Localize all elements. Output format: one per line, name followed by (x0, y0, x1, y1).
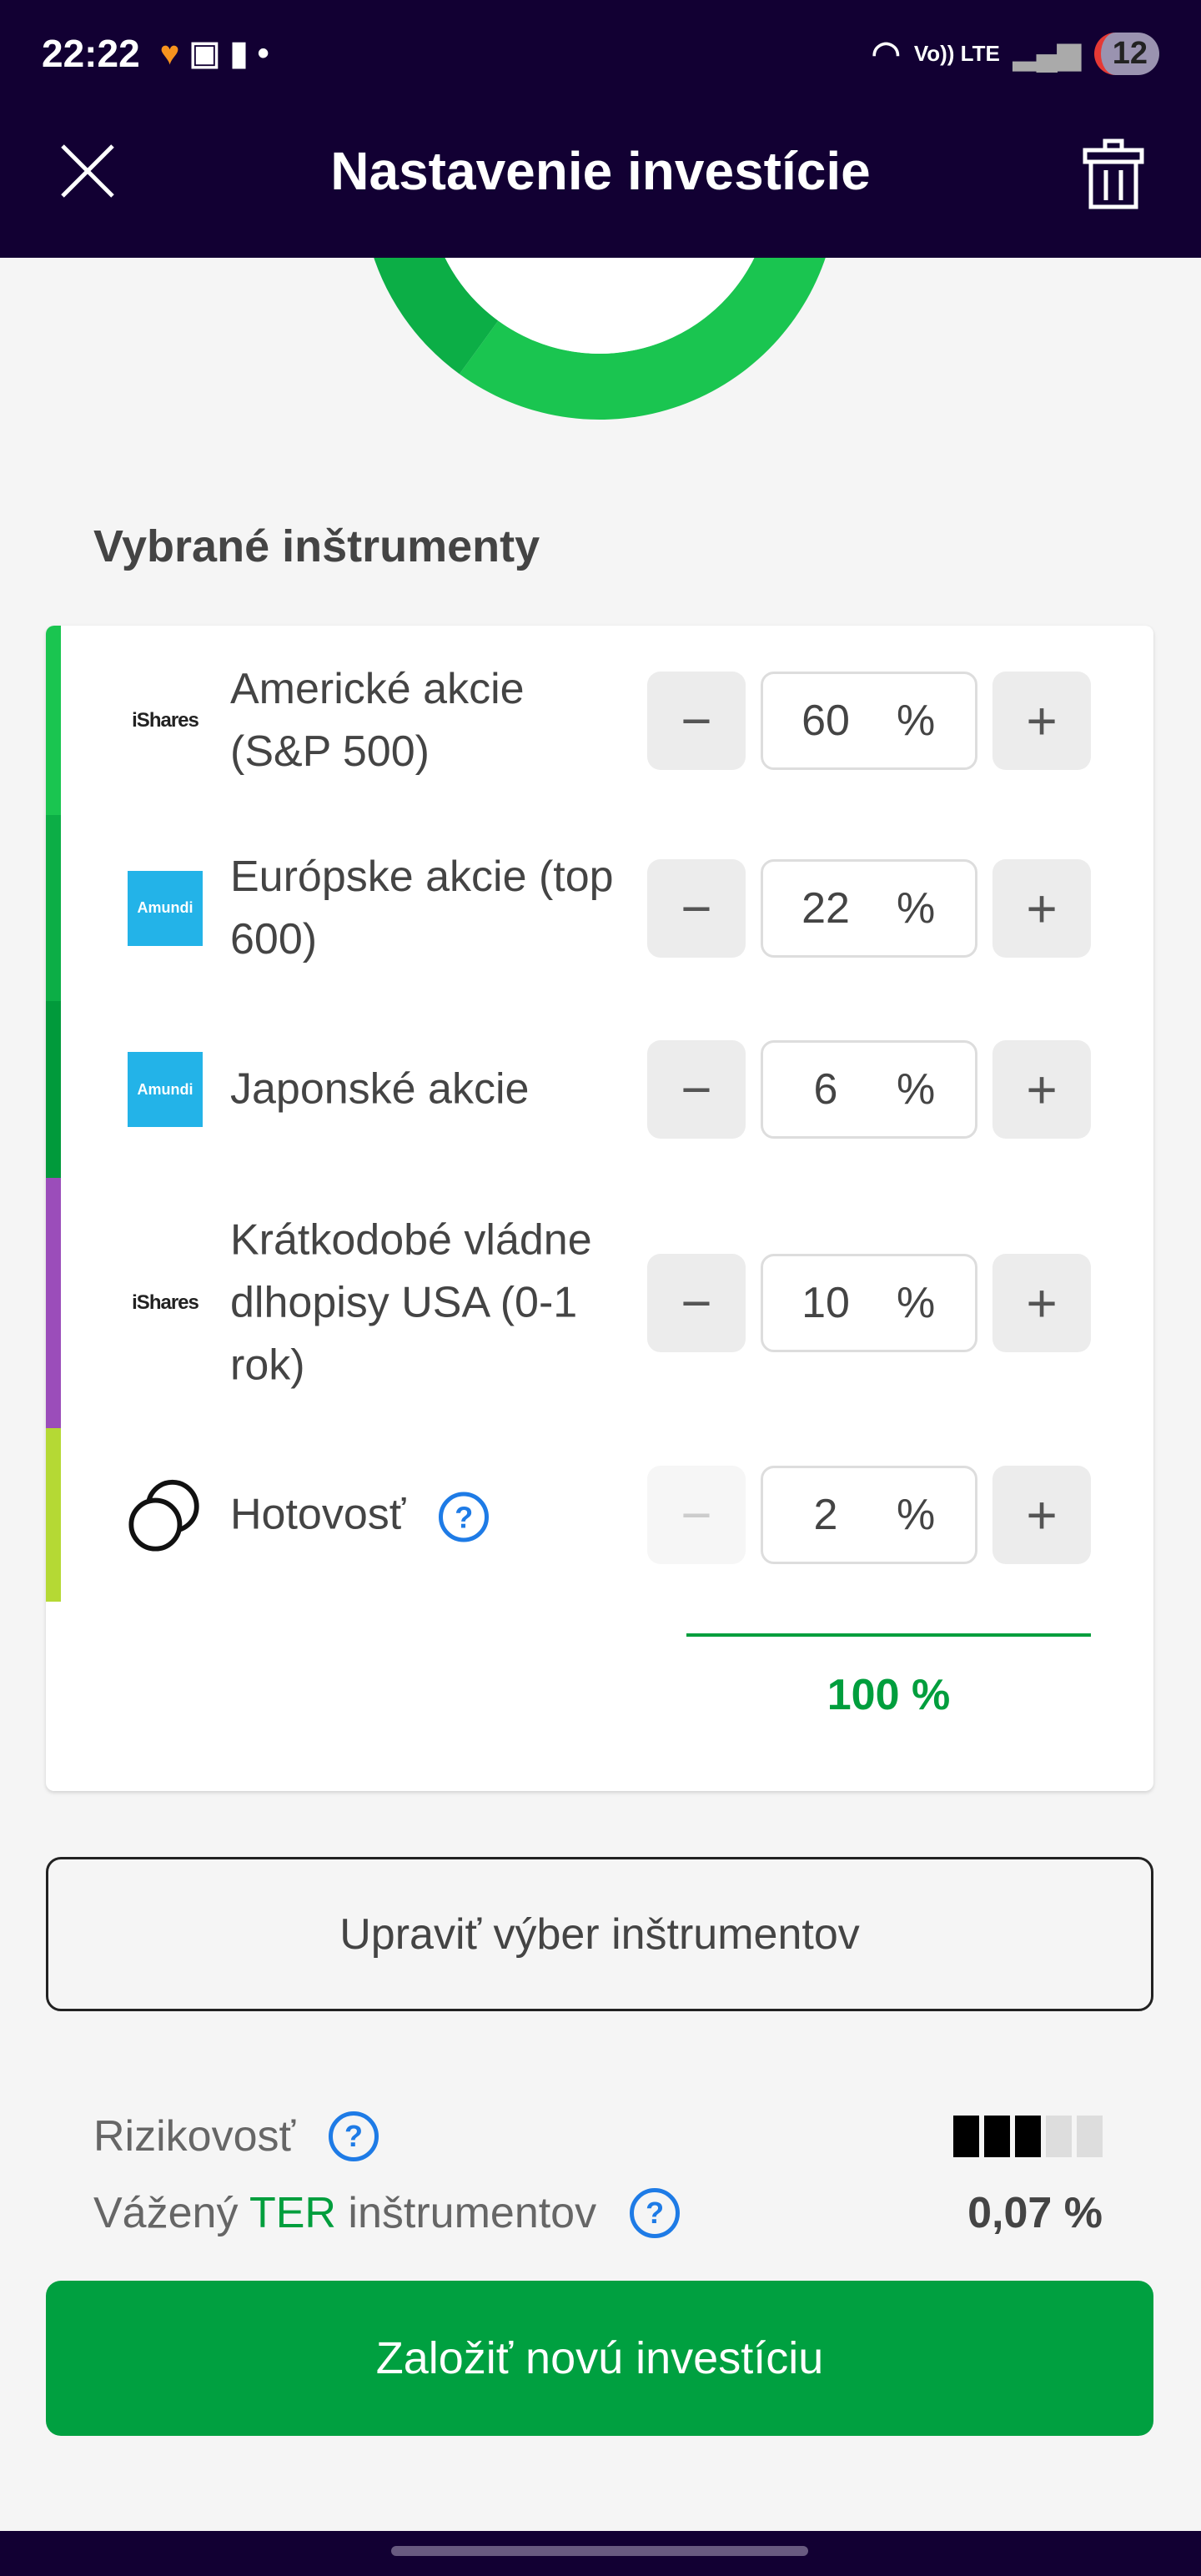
instrument-row: iShares Krátkodobé vládne dlhopisy USA (… (46, 1178, 1153, 1428)
instrument-row: Hotovosť? − 2% + (46, 1428, 1153, 1602)
decrease-button[interactable]: − (647, 858, 746, 958)
signal-icon: ▂▄▆ (1013, 36, 1081, 70)
total-percentage: 100 % (827, 1671, 951, 1719)
instrument-name: Krátkodobé vládne dlhopisy USA (0-1 rok) (230, 1215, 592, 1390)
percentage-input[interactable]: 10% (761, 1254, 977, 1352)
increase-button[interactable]: + (992, 1040, 1091, 1139)
ishares-logo: iShares (132, 1291, 199, 1314)
instrument-name: Japonské akcie (230, 1064, 530, 1114)
system-nav-bar (0, 2531, 1201, 2576)
instrument-name: Hotovosť? (230, 1484, 631, 1547)
total-divider (686, 1633, 1091, 1637)
close-icon[interactable] (58, 142, 117, 200)
coins-icon (128, 1479, 199, 1552)
status-time: 22:22 (42, 32, 140, 75)
instrument-name: Americké akcie (S&P 500) (230, 664, 525, 776)
instrument-color-stripe (46, 1178, 61, 1428)
increase-button[interactable]: + (992, 858, 1091, 958)
home-handle[interactable] (391, 2546, 808, 2556)
risk-bar (1046, 2116, 1072, 2157)
decrease-button[interactable]: − (647, 671, 746, 770)
section-title: Vybrané inštrumenty (93, 521, 540, 571)
trash-icon[interactable] (1083, 138, 1144, 210)
ter-label: Vážený TER inštrumentov (93, 2189, 597, 2237)
create-investment-button[interactable]: Založiť novú investíciu (46, 2281, 1153, 2436)
percentage-input[interactable]: 2% (761, 1466, 977, 1564)
battery-badge: 12 (1093, 32, 1159, 75)
increase-button[interactable]: + (992, 1466, 1091, 1564)
donut-segment (459, 0, 838, 420)
percentage-input[interactable]: 22% (761, 858, 977, 958)
amundi-logo: Amundi (128, 870, 203, 946)
notification-icons: ♥ ▣ ▮ • (159, 35, 269, 72)
decrease-button[interactable]: − (647, 1254, 746, 1352)
percentage-input[interactable]: 6% (761, 1040, 977, 1139)
instrument-row: Amundi Európske akcie (top 600) − 22% + (46, 815, 1153, 1001)
risk-bar (1015, 2116, 1041, 2157)
instrument-color-stripe (46, 626, 61, 815)
help-icon[interactable]: ? (329, 2111, 379, 2161)
edit-instruments-button[interactable]: Upraviť výber inštrumentov (46, 1857, 1153, 2011)
wifi-icon: ◠ (871, 35, 901, 72)
risk-bar (984, 2116, 1010, 2157)
instrument-color-stripe (46, 1428, 61, 1602)
decrease-button[interactable]: − (647, 1040, 746, 1139)
network-label: Vo)) LTE (913, 40, 1000, 66)
instrument-row: Amundi Japonské akcie − 6% + (46, 1001, 1153, 1178)
help-icon[interactable]: ? (439, 1492, 490, 1542)
amundi-logo: Amundi (128, 1052, 203, 1127)
ter-row: Vážený TER inštrumentov ? 0,07 % (93, 2188, 1103, 2238)
risk-level-indicator (953, 2116, 1103, 2157)
risk-bar (953, 2116, 979, 2157)
ter-value: 0,07 % (967, 2189, 1103, 2237)
risk-row: Rizikovosť ? (93, 2111, 1103, 2161)
instrument-color-stripe (46, 815, 61, 1001)
page-title: Nastavenie investície (330, 141, 871, 201)
help-icon[interactable]: ? (630, 2188, 681, 2238)
ishares-logo: iShares (132, 708, 199, 732)
increase-button[interactable]: + (992, 671, 1091, 770)
instrument-color-stripe (46, 1001, 61, 1178)
app-header: 22:22 ♥ ▣ ▮ • ◠ Vo)) LTE ▂▄▆ 12 Nastaven… (0, 0, 1201, 258)
risk-label: Rizikovosť (93, 2112, 295, 2161)
instrument-row: iShares Americké akcie (S&P 500) − 60% + (46, 626, 1153, 815)
decrease-button[interactable]: − (647, 1466, 746, 1564)
instruments-card: 100 % iShares Americké akcie (S&P 500) −… (46, 626, 1153, 1791)
risk-bar (1077, 2116, 1103, 2157)
instrument-name: Európske akcie (top 600) (230, 852, 614, 963)
percentage-input[interactable]: 60% (761, 671, 977, 770)
increase-button[interactable]: + (992, 1254, 1091, 1352)
status-bar: 22:22 ♥ ▣ ▮ • ◠ Vo)) LTE ▂▄▆ 12 (42, 28, 1159, 78)
